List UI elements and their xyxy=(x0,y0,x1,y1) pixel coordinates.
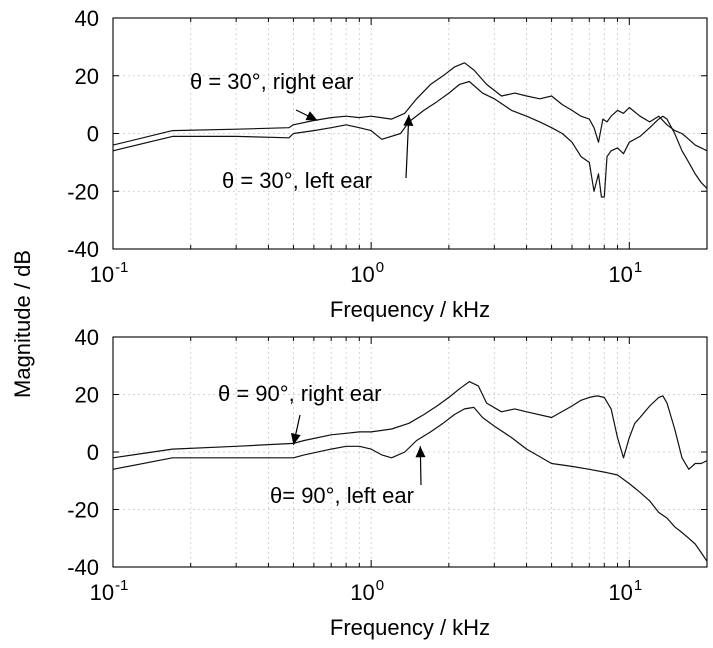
annotation-text: θ= 90°, left ear xyxy=(270,483,414,508)
y-tick-label: -40 xyxy=(67,555,99,580)
y-tick-label: 20 xyxy=(75,383,99,408)
x-tick-label: 100 xyxy=(350,577,384,605)
annotation-arrowhead xyxy=(403,114,414,126)
y-tick-label: 40 xyxy=(75,325,99,350)
annotation-text: θ = 30°, left ear xyxy=(222,168,372,193)
x-tick-label: 100 xyxy=(350,259,384,287)
x-axis-label: Frequency / kHz xyxy=(330,297,490,322)
y-tick-label: 20 xyxy=(75,64,99,89)
grid xyxy=(113,18,707,249)
series-line-1 xyxy=(112,406,708,562)
annotation-text: θ = 30°, right ear xyxy=(190,69,354,94)
y-tick-label: 0 xyxy=(87,440,99,465)
grid xyxy=(113,337,707,567)
y-tick-label: -40 xyxy=(67,237,99,262)
y-tick-label: 0 xyxy=(87,122,99,147)
annotation-arrowhead xyxy=(290,432,301,445)
x-tick-label: 10-1 xyxy=(90,577,129,605)
x-tick-label: 10-1 xyxy=(90,259,129,287)
bottom-chart-panel: -40 -20 0 20 40 10-1 100 101 Frequency / kHz θ = … xyxy=(67,325,708,640)
series-line-0 xyxy=(112,62,708,152)
series-line-1 xyxy=(112,80,708,198)
series-line-0 xyxy=(112,381,708,470)
annotation-arrowhead xyxy=(305,111,318,121)
y-tick-label: 40 xyxy=(75,6,99,31)
y-tick-label: -20 xyxy=(67,179,99,204)
x-axis-label: Frequency / kHz xyxy=(330,615,490,640)
annotation-text: θ = 90°, right ear xyxy=(218,381,382,406)
annotation-arrowhead xyxy=(415,446,426,458)
y-tick-label: -20 xyxy=(67,498,99,523)
top-chart-panel: -40 -20 0 20 40 10-1 100 101 Frequency / kHz θ = … xyxy=(67,6,708,322)
x-tick-label: 101 xyxy=(608,259,642,287)
y-axis-label: Magnitude / dB xyxy=(10,250,35,398)
x-tick-label: 101 xyxy=(608,577,642,605)
